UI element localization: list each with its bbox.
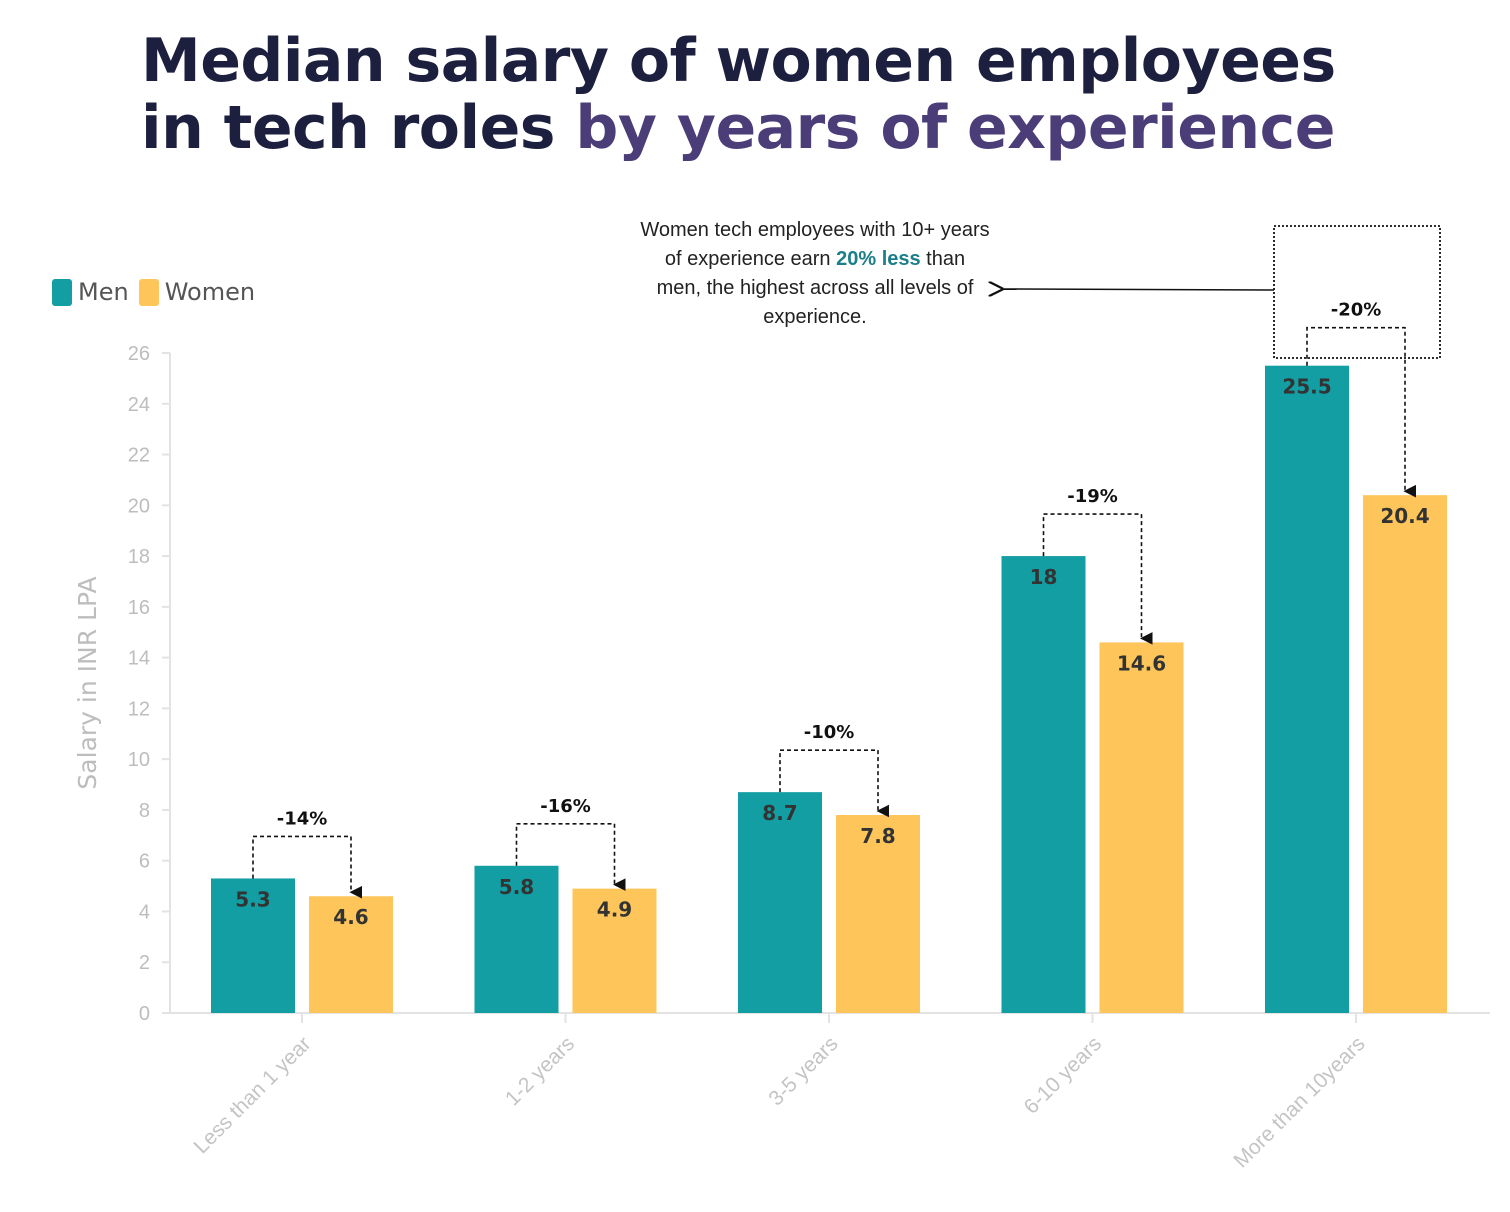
- y-tick-label: 14: [128, 648, 150, 670]
- bar-men: [1001, 556, 1086, 1013]
- legend-swatch-women: [138, 278, 159, 306]
- data-label-men: 18: [1030, 565, 1058, 589]
- x-tick-label: Less than 1 year: [189, 1032, 315, 1158]
- y-tick-label: 18: [128, 546, 150, 568]
- gap-bracket: [515, 822, 626, 892]
- y-axis-title: Salary in INR LPA: [73, 576, 102, 789]
- bar-men: [474, 865, 559, 1013]
- bar-women: [836, 815, 920, 1013]
- y-tick-label: 22: [128, 445, 150, 467]
- legend-label-women: Women: [164, 278, 256, 306]
- y-tick-label: 20: [128, 495, 150, 517]
- data-label-men: 8.7: [762, 801, 797, 825]
- bar-women: [1099, 642, 1184, 1013]
- x-tick-label: 1-2 years: [501, 1032, 579, 1110]
- y-tick-label: 2: [139, 952, 150, 974]
- data-label-women: 7.8: [860, 824, 895, 848]
- title-line-1: Median salary of women employees: [141, 26, 1336, 96]
- data-label-men: 25.5: [1282, 375, 1331, 399]
- bar-men: [738, 792, 822, 1013]
- x-tick-label: 6-10 years: [1020, 1032, 1106, 1118]
- legend-item-men: Men: [52, 278, 129, 306]
- gap-bracket: [779, 749, 890, 818]
- bar-women: [572, 888, 657, 1013]
- legend-item-women: Women: [138, 278, 256, 306]
- x-tick-label: More than 10years: [1229, 1032, 1369, 1172]
- data-label-men: 5.3: [235, 887, 270, 911]
- title-highlight: by years of experience: [575, 93, 1335, 163]
- callout-connector-arrow: [1002, 289, 1275, 290]
- callout-emphasis: 20% less: [836, 248, 921, 270]
- gap-label: -20%: [1331, 300, 1382, 321]
- bar-women: [309, 896, 393, 1013]
- gap-bracket: [1306, 326, 1417, 498]
- gap-label: -10%: [804, 722, 855, 743]
- gap-bracket: [252, 835, 363, 899]
- y-tick-label: 12: [128, 698, 150, 720]
- chart-title: Median salary of women employees in tech…: [141, 28, 1336, 162]
- gap-label: -19%: [1067, 486, 1118, 507]
- title-line-2: in tech roles: [141, 93, 576, 163]
- data-label-women: 4.9: [597, 898, 632, 922]
- highlight-box: [1273, 225, 1441, 359]
- callout-text-start: Women tech employees with 10+ years of e…: [640, 219, 990, 270]
- data-label-women: 14.6: [1117, 651, 1166, 675]
- legend-label-men: Men: [78, 278, 129, 306]
- y-tick-label: 0: [139, 1003, 150, 1025]
- y-tick-label: 24: [128, 394, 150, 416]
- bar-men: [1265, 365, 1349, 1013]
- gap-bracket: [1042, 513, 1153, 645]
- data-label-men: 5.8: [499, 875, 534, 899]
- bar-women: [1363, 495, 1447, 1014]
- y-tick-label: 6: [139, 851, 150, 873]
- bar-men: [211, 878, 295, 1013]
- y-tick-label: 4: [139, 901, 150, 923]
- data-label-women: 20.4: [1380, 504, 1429, 528]
- x-tick-label: 3-5 years: [764, 1032, 842, 1110]
- gap-label: -16%: [540, 796, 591, 817]
- callout-text-end: than men, the highest across all levels …: [656, 248, 974, 328]
- chart-legend: Men Women: [52, 278, 265, 306]
- legend-swatch-men: [52, 278, 72, 306]
- data-label-women: 4.6: [333, 905, 368, 929]
- y-tick-label: 26: [128, 343, 150, 365]
- y-tick-label: 16: [128, 597, 150, 619]
- y-tick-label: 8: [139, 800, 150, 822]
- callout-annotation: Women tech employees with 10+ years of e…: [640, 216, 990, 332]
- y-tick-label: 10: [128, 749, 150, 771]
- gap-label: -14%: [277, 808, 328, 829]
